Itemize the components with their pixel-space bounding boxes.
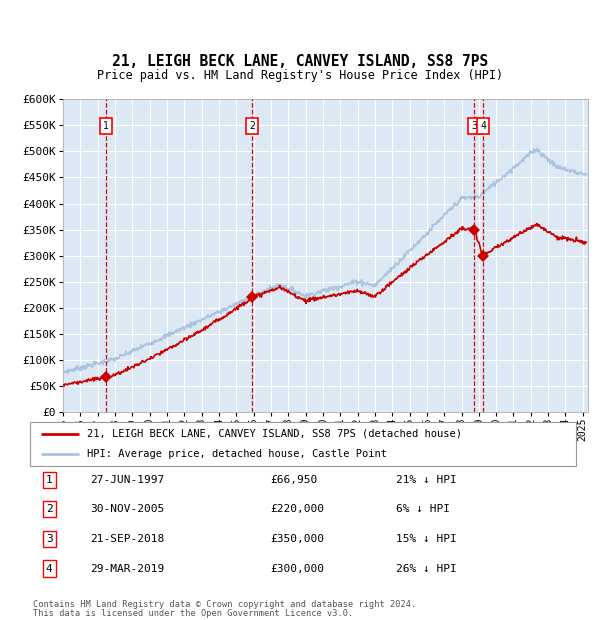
Text: £220,000: £220,000 — [270, 504, 324, 514]
Text: 3: 3 — [471, 121, 477, 131]
Text: 1: 1 — [46, 475, 52, 485]
Text: 30-NOV-2005: 30-NOV-2005 — [90, 504, 164, 514]
Text: 26% ↓ HPI: 26% ↓ HPI — [396, 564, 457, 574]
Text: 4: 4 — [46, 564, 52, 574]
Text: 21-SEP-2018: 21-SEP-2018 — [90, 534, 164, 544]
Text: 27-JUN-1997: 27-JUN-1997 — [90, 475, 164, 485]
Text: 1: 1 — [103, 121, 109, 131]
Text: 21, LEIGH BECK LANE, CANVEY ISLAND, SS8 7PS (detached house): 21, LEIGH BECK LANE, CANVEY ISLAND, SS8 … — [88, 428, 463, 439]
Text: 21% ↓ HPI: 21% ↓ HPI — [396, 475, 457, 485]
Text: This data is licensed under the Open Government Licence v3.0.: This data is licensed under the Open Gov… — [33, 609, 353, 618]
Text: 2: 2 — [46, 504, 52, 514]
Text: Contains HM Land Registry data © Crown copyright and database right 2024.: Contains HM Land Registry data © Crown c… — [33, 600, 416, 609]
Text: HPI: Average price, detached house, Castle Point: HPI: Average price, detached house, Cast… — [88, 449, 388, 459]
Text: 15% ↓ HPI: 15% ↓ HPI — [396, 534, 457, 544]
Text: 6% ↓ HPI: 6% ↓ HPI — [396, 504, 450, 514]
Text: 29-MAR-2019: 29-MAR-2019 — [90, 564, 164, 574]
Text: 4: 4 — [480, 121, 486, 131]
Text: 3: 3 — [46, 534, 52, 544]
FancyBboxPatch shape — [30, 422, 576, 466]
Text: £66,950: £66,950 — [270, 475, 317, 485]
Text: 2: 2 — [249, 121, 255, 131]
Text: £300,000: £300,000 — [270, 564, 324, 574]
Text: 21, LEIGH BECK LANE, CANVEY ISLAND, SS8 7PS: 21, LEIGH BECK LANE, CANVEY ISLAND, SS8 … — [112, 55, 488, 69]
Text: Price paid vs. HM Land Registry's House Price Index (HPI): Price paid vs. HM Land Registry's House … — [97, 69, 503, 82]
Text: £350,000: £350,000 — [270, 534, 324, 544]
